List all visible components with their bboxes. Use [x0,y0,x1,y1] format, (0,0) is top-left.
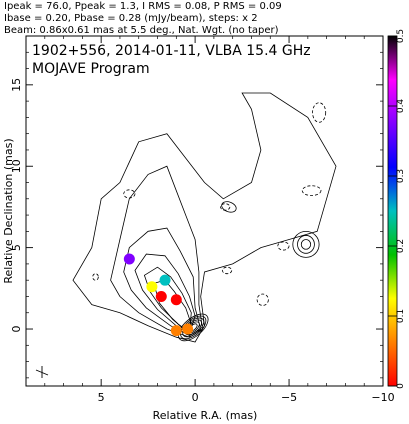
plot-title: 1902+556, 2014-01-11, VLBA 15.4 GHz [32,43,311,59]
polarization-patch [182,323,194,335]
colorbar: 0 0.1 0.2 0.3 0.4 0.5 [387,29,406,389]
colorbar-tick-label: 0.2 [396,239,406,253]
negative-contour [221,266,233,275]
y-tick-label: 0 [10,326,23,333]
y-axis-label: Relative Declination (mas) [2,138,15,283]
plot-subtitle: MOJAVE Program [32,61,150,77]
y-tick-label: 5 [10,244,23,251]
polarization-patch [123,253,135,265]
polarization-patch [146,281,158,293]
polarization-patches [123,253,194,337]
negative-contour [92,273,99,281]
core-contour [182,317,205,338]
polarization-patch [170,325,182,337]
polarization-patch [155,290,167,302]
plot-area: 5 0 −5 −10 0 5 10 15 [10,35,395,404]
negative-contour [123,189,136,199]
axis-ticks: 5 0 −5 −10 0 5 10 15 [10,36,395,404]
header-line-2: Ibase = 0.20, Pbase = 0.28 (mJy/beam), s… [4,13,258,24]
x-tick-label: −10 [371,391,394,404]
y-tick-label: 15 [10,78,23,92]
colorbar-tick-label: 0 [396,383,406,389]
negative-contour [301,185,322,196]
negative-contour [277,241,290,251]
negative-contour [256,293,269,306]
core-contour [177,313,209,342]
negative-contour [220,203,231,211]
contour-level-3 [123,227,202,336]
x-tick-label: 0 [192,391,199,404]
x-axis-label: Relative R.A. (mas) [153,409,258,422]
y-tick-label: 10 [10,159,23,173]
colorbar-tick-label: 0.3 [396,169,406,183]
outer-component-contour [300,239,312,250]
beam-marker [35,366,49,378]
x-tick-label: 5 [98,391,105,404]
core-contour [180,315,207,340]
colorbar-scale [387,35,398,387]
header-line-1: Ipeak = 76.0, Ppeak = 1.3, I RMS = 0.08,… [4,1,282,12]
colorbar-ticks: 0 0.1 0.2 0.3 0.4 0.5 [388,29,406,389]
plot-frame [25,35,384,387]
colorbar-tick-label: 0.4 [396,99,406,114]
polarization-patch [159,274,171,286]
colorbar-tick-label: 0.5 [396,29,406,43]
outer-component-contour [292,230,320,258]
negative-contour [312,102,327,123]
outer-component-contour [297,235,315,254]
header-line-3: Beam: 0.86x0.61 mas at 5.5 deg., Nat. Wg… [4,25,279,36]
colorbar-tick-label: 0.1 [396,309,406,323]
x-tick-label: −5 [281,391,297,404]
polarization-patch [170,294,182,306]
contour-level-2 [110,165,204,338]
